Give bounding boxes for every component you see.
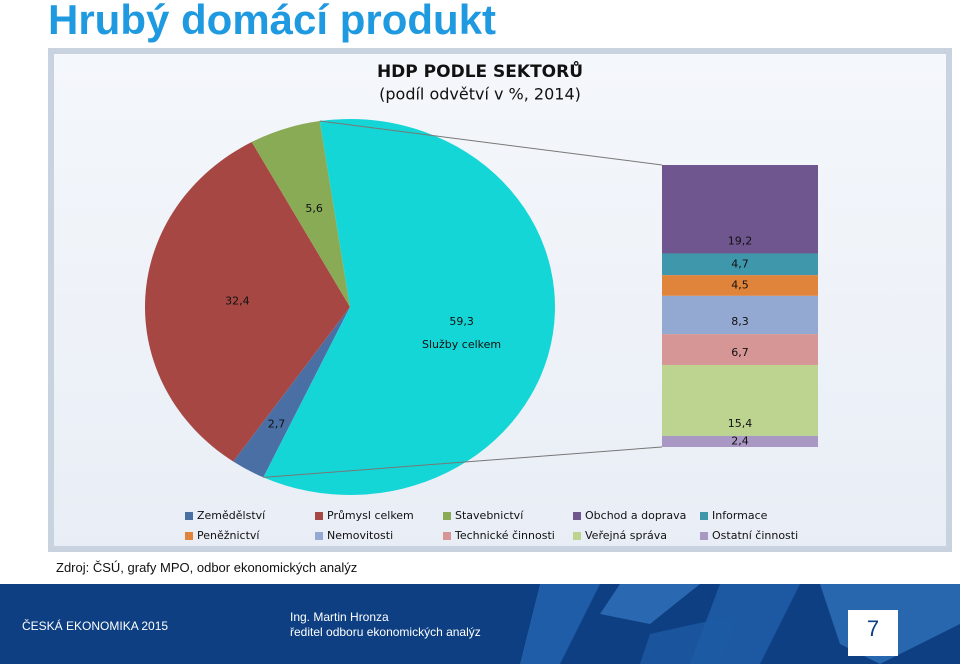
slice-label: 2,7 — [268, 417, 286, 430]
legend-swatch — [573, 512, 581, 520]
legend-swatch — [700, 532, 708, 540]
legend-swatch — [443, 512, 451, 520]
pie-slice — [233, 307, 350, 478]
legend-label: Nemovitosti — [327, 529, 393, 542]
slide-title: Hrubý domácí produkt — [48, 0, 497, 43]
breakdown-label: 15,4 — [728, 417, 753, 430]
legend-label: Ostatní činnosti — [712, 529, 798, 542]
legend-swatch — [315, 512, 323, 520]
connector — [319, 120, 663, 166]
legend-swatch — [315, 532, 323, 540]
page-number: 7 — [866, 616, 880, 641]
source: Zdroj: ČSÚ, grafy MPO, odbor ekonomickýc… — [56, 560, 358, 575]
breakdown-label: 8,3 — [731, 315, 749, 328]
breakdown-label: 6,7 — [731, 346, 749, 359]
legend-swatch — [185, 512, 193, 520]
slice-label: 32,4 — [225, 295, 250, 308]
legend-label: Průmysl celkem — [327, 509, 414, 522]
legend-label: Informace — [712, 509, 768, 522]
legend-swatch — [443, 532, 451, 540]
breakdown-bar — [662, 435, 818, 447]
legend-swatch — [700, 512, 708, 520]
legend-label: Veřejná správa — [585, 529, 667, 542]
legend-label: Stavebnictví — [455, 509, 524, 522]
connector — [263, 446, 663, 478]
legend-swatch — [573, 532, 581, 540]
pie-slice — [144, 142, 350, 462]
footer: ČESKÁ EKONOMIKA 2015 Ing. Martin Hronza … — [0, 584, 960, 664]
breakdown-bar — [662, 253, 818, 276]
legend-label: Zemědělství — [197, 509, 266, 522]
breakdown-bar — [662, 364, 818, 436]
footer-decoration — [520, 584, 960, 664]
author-role: ředitel odboru ekonomických analýz — [290, 625, 481, 639]
legend-label: Obchod a doprava — [585, 509, 686, 522]
legend-swatch — [185, 532, 193, 540]
chart-title: HDP PODLE SEKTORŮ — [377, 59, 583, 82]
breakdown-bar — [662, 275, 818, 296]
slice-label: 59,3 — [449, 315, 474, 328]
slice-category: Služby celkem — [422, 338, 501, 351]
breakdown-bar — [662, 295, 818, 335]
breakdown-bar — [662, 334, 818, 365]
breakdown-bar — [662, 165, 818, 254]
chart: HDP PODLE SEKTORŮ (podíl odvětví v %, 20… — [48, 48, 952, 552]
breakdown-label: 19,2 — [728, 234, 753, 247]
author: Ing. Martin Hronza — [290, 610, 389, 624]
legend-label: Peněžnictví — [197, 529, 260, 542]
pie-slice — [251, 121, 350, 307]
chart-subtitle: (podíl odvětví v %, 2014) — [379, 85, 581, 104]
pie-slice — [263, 118, 555, 495]
legend-label: Technické činnosti — [454, 529, 555, 542]
breakdown-label: 4,5 — [731, 278, 749, 291]
breakdown-label: 2,4 — [731, 434, 749, 447]
footer-left: ČESKÁ EKONOMIKA 2015 — [22, 619, 169, 633]
breakdown-label: 4,7 — [731, 257, 749, 270]
slice-label: 5,6 — [305, 202, 323, 215]
